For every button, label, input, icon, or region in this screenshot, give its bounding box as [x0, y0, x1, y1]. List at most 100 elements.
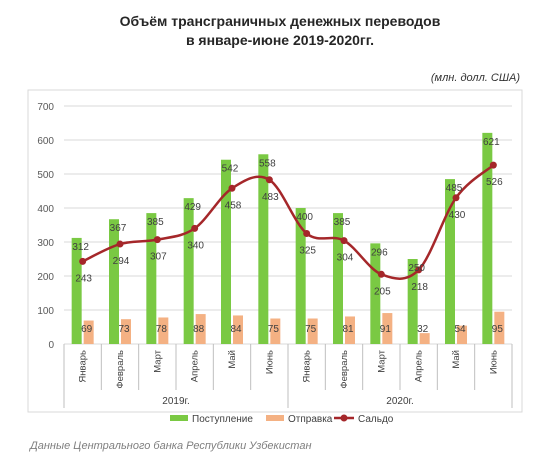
y-tick-label: 0 — [48, 340, 54, 351]
bar-outflow — [345, 316, 355, 344]
group-label: 2019г. — [162, 396, 189, 407]
balance-point — [377, 270, 385, 278]
x-tick-label: Июнь — [264, 350, 275, 374]
legend-label: Отправка — [288, 414, 333, 425]
balance-value-label: 430 — [449, 210, 466, 221]
bar-outflow — [382, 313, 393, 344]
outflow-value-label: 78 — [156, 324, 168, 335]
y-tick-label: 600 — [37, 136, 54, 147]
balance-value-label: 526 — [486, 177, 503, 188]
x-tick-label: Май — [451, 350, 462, 369]
balance-point — [153, 236, 161, 244]
bar-inflow — [333, 213, 343, 344]
balance-value-label: 218 — [411, 282, 428, 293]
balance-point — [415, 266, 423, 274]
outflow-value-label: 54 — [454, 324, 466, 335]
bar-inflow — [71, 237, 82, 344]
inflow-value-label: 367 — [110, 223, 127, 234]
bar-inflow — [221, 159, 231, 344]
balance-point — [489, 161, 497, 169]
inflow-value-label: 296 — [371, 247, 388, 258]
inflow-value-label: 485 — [446, 183, 463, 194]
y-tick-label: 500 — [37, 170, 54, 181]
y-tick-label: 200 — [37, 272, 54, 283]
balance-value-label: 458 — [225, 200, 242, 211]
outflow-value-label: 88 — [193, 324, 205, 335]
balance-point — [303, 230, 311, 237]
bar-outflow — [457, 325, 467, 344]
balance-value-label: 294 — [113, 256, 130, 267]
source-note: Данные Центрального банка Республики Узб… — [30, 440, 312, 452]
outflow-value-label: 75 — [268, 324, 280, 335]
chart-svg: 0 100 200 300 400 500 600 700 2019г. 2020г. Январь… — [27, 89, 523, 425]
bar-inflow — [407, 259, 418, 344]
x-tick-label: Март — [376, 349, 387, 372]
bar-outflow — [83, 320, 94, 344]
chart-title: Объём трансграничных денежных переводов … — [0, 12, 560, 50]
inflow-value-label: 385 — [147, 217, 164, 228]
balance-point — [265, 176, 273, 184]
legend-swatch — [170, 415, 188, 421]
balance-point — [191, 224, 199, 232]
outflow-value-label: 69 — [81, 324, 93, 335]
x-tick-label: Февраль — [115, 350, 126, 389]
bar-inflow — [445, 179, 455, 344]
inflow-value-label: 312 — [72, 242, 89, 253]
bar-inflow — [482, 132, 493, 344]
legend-swatch — [266, 415, 284, 421]
bar-outflow — [233, 315, 243, 344]
outflow-value-label: 95 — [492, 324, 504, 335]
legend-label: Сальдо — [358, 414, 394, 425]
title-line-2: в январе-июне 2019-2020гг. — [185, 32, 375, 48]
unit-label: (млн. долл. США) — [430, 72, 520, 84]
bar-inflow — [109, 219, 119, 344]
x-tick-label: Апрель — [190, 350, 201, 382]
inflow-value-label: 621 — [483, 137, 500, 148]
y-tick-label: 400 — [37, 204, 54, 215]
outflow-value-label: 32 — [417, 324, 429, 335]
chart-frame — [27, 89, 523, 413]
bar-outflow — [307, 318, 318, 344]
balance-point — [116, 240, 124, 248]
outflow-value-label: 81 — [342, 324, 354, 335]
balance-value-label: 483 — [262, 192, 279, 203]
y-tick-label: 300 — [37, 238, 54, 249]
inflow-value-label: 250 — [408, 263, 425, 274]
legend-marker — [340, 414, 348, 422]
outflow-value-label: 75 — [305, 324, 317, 335]
bar-inflow — [258, 154, 269, 344]
bar-outflow — [158, 317, 169, 344]
inflow-value-label: 429 — [184, 202, 201, 213]
legend-label: Поступление — [192, 414, 253, 425]
inflow-value-label: 558 — [259, 158, 276, 169]
bar-inflow — [146, 213, 157, 344]
balance-value-label: 325 — [299, 246, 316, 257]
inflow-value-label: 400 — [296, 212, 313, 223]
bar-outflow — [270, 318, 281, 344]
y-tick-label: 700 — [37, 102, 54, 113]
bar-inflow — [183, 198, 194, 344]
x-tick-label: Март — [152, 349, 163, 372]
x-tick-label: Февраль — [339, 350, 350, 389]
balance-value-label: 304 — [337, 253, 354, 264]
x-tick-label: Январь — [302, 350, 313, 383]
outflow-value-label: 84 — [230, 324, 242, 335]
bar-inflow — [370, 243, 381, 344]
balance-point — [228, 184, 236, 192]
title-line-1: Объём трансграничных денежных переводов — [119, 13, 441, 29]
balance-value-label: 340 — [187, 240, 204, 251]
x-tick-label: Апрель — [414, 350, 425, 382]
balance-value-label: 205 — [374, 286, 391, 297]
balance-point — [340, 237, 348, 245]
group-label: 2020г. — [386, 396, 413, 407]
y-tick-label: 100 — [37, 306, 54, 317]
x-tick-label: Январь — [78, 350, 89, 383]
balance-line — [82, 164, 495, 280]
bar-outflow — [494, 311, 505, 344]
balance-point — [452, 194, 460, 202]
inflow-value-label: 542 — [222, 164, 239, 175]
x-tick-label: Июнь — [488, 350, 499, 374]
bar-outflow — [121, 319, 131, 344]
outflow-value-label: 91 — [380, 324, 392, 335]
balance-value-label: 243 — [75, 273, 92, 284]
